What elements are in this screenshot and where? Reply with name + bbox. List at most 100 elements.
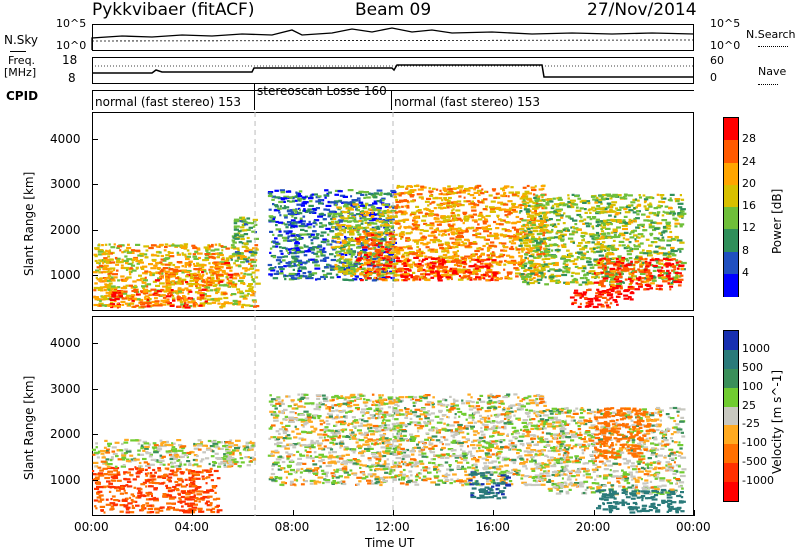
heatmap-cell	[247, 256, 251, 259]
heatmap-cell	[577, 197, 582, 200]
heatmap-cell	[323, 218, 327, 221]
heatmap-cell	[474, 267, 479, 270]
heatmap-cell	[302, 215, 306, 218]
heatmap-cell	[357, 252, 363, 255]
heatmap-cell	[350, 204, 353, 207]
heatmap-cell	[611, 201, 618, 204]
heatmap-cell	[239, 276, 245, 279]
heatmap-cell	[455, 261, 461, 264]
heatmap-cell	[570, 240, 575, 243]
heatmap-cell	[341, 210, 346, 214]
heatmap-cell	[631, 272, 635, 275]
heatmap-cell	[482, 244, 486, 248]
heatmap-cell	[176, 253, 182, 256]
heatmap-cell	[267, 191, 274, 194]
heatmap-cell	[525, 195, 529, 198]
heatmap-cell	[339, 229, 344, 232]
heatmap-cell	[437, 258, 442, 261]
heatmap-cell	[340, 249, 345, 252]
heatmap-cell	[629, 280, 634, 283]
heatmap-cell	[403, 268, 410, 271]
heatmap-cell	[523, 269, 527, 273]
heatmap-cell	[450, 277, 453, 281]
heatmap-cell	[126, 258, 132, 261]
heatmap-cell	[537, 199, 542, 202]
heatmap-cell	[352, 229, 357, 232]
heatmap-cell	[361, 246, 368, 249]
heatmap-cell	[173, 281, 180, 284]
heatmap-cell	[555, 281, 560, 284]
heatmap-cell	[310, 235, 313, 238]
heatmap-cell	[517, 195, 520, 198]
heatmap-cell	[513, 267, 519, 270]
heatmap-cell	[479, 211, 483, 214]
heatmap-cell	[532, 201, 537, 205]
heatmap-cell	[545, 248, 548, 251]
heatmap-cell	[460, 244, 465, 247]
heatmap-cell	[541, 187, 545, 191]
heatmap-cell	[437, 277, 440, 280]
heatmap-cell	[570, 226, 573, 229]
heatmap-cell	[177, 287, 182, 290]
heatmap-cell	[413, 256, 419, 259]
heatmap-cell	[552, 197, 556, 200]
heatmap-cell	[294, 258, 299, 261]
heatmap-cell	[219, 280, 224, 283]
heatmap-cell	[382, 212, 387, 215]
heatmap-cell	[596, 205, 601, 208]
heatmap-cell	[652, 241, 658, 244]
heatmap-cell	[444, 271, 448, 274]
heatmap-cell	[534, 200, 539, 203]
heatmap-cell	[315, 237, 320, 240]
heatmap-cell	[370, 257, 377, 261]
heatmap-cell	[99, 287, 104, 290]
heatmap-cell	[306, 223, 313, 226]
heatmap-cell	[120, 264, 124, 267]
heatmap-cell	[384, 205, 390, 208]
heatmap-cell	[192, 255, 198, 258]
heatmap-cell	[416, 249, 421, 252]
heatmap-cell	[401, 205, 404, 208]
heatmap-cell	[560, 239, 565, 242]
heatmap-cell	[348, 227, 352, 230]
heatmap-cell	[658, 232, 662, 235]
heatmap-cell	[185, 262, 190, 265]
heatmap-cell	[650, 282, 655, 285]
heatmap-cell	[401, 211, 404, 214]
heatmap-cell	[665, 265, 669, 268]
heatmap-cell	[590, 195, 596, 198]
heatmap-cell	[504, 208, 511, 211]
heatmap-cell	[642, 261, 645, 264]
heatmap-cell	[290, 234, 296, 237]
heatmap-cell	[214, 283, 218, 286]
heatmap-cell	[540, 268, 546, 271]
heatmap-cell	[432, 262, 437, 265]
heatmap-cell	[542, 247, 548, 250]
heatmap-cell	[605, 197, 610, 200]
heatmap-cell	[621, 264, 625, 267]
heatmap-cell	[192, 263, 196, 266]
heatmap-cell	[160, 302, 163, 305]
heatmap-cell	[360, 212, 364, 215]
heatmap-cell	[656, 222, 663, 225]
heatmap-cell	[377, 242, 383, 245]
heatmap-cell	[159, 270, 164, 273]
heatmap-cell	[299, 250, 305, 253]
heatmap-cell	[444, 199, 449, 202]
heatmap-cell	[308, 211, 315, 214]
heatmap-cell	[291, 195, 297, 199]
heatmap-cell	[502, 246, 509, 249]
heatmap-cell	[585, 257, 591, 260]
heatmap-cell	[662, 230, 667, 233]
heatmap-cell	[181, 252, 184, 255]
heatmap-cell	[373, 278, 379, 281]
heatmap-cell	[137, 298, 141, 301]
heatmap-cell	[387, 266, 391, 269]
heatmap-cell	[387, 218, 392, 221]
heatmap-cell	[309, 195, 313, 198]
heatmap-cell	[562, 270, 568, 273]
heatmap-cell	[575, 231, 579, 234]
heatmap-cell	[341, 201, 345, 204]
heatmap-cell	[146, 301, 152, 304]
heatmap-cell	[244, 269, 248, 272]
